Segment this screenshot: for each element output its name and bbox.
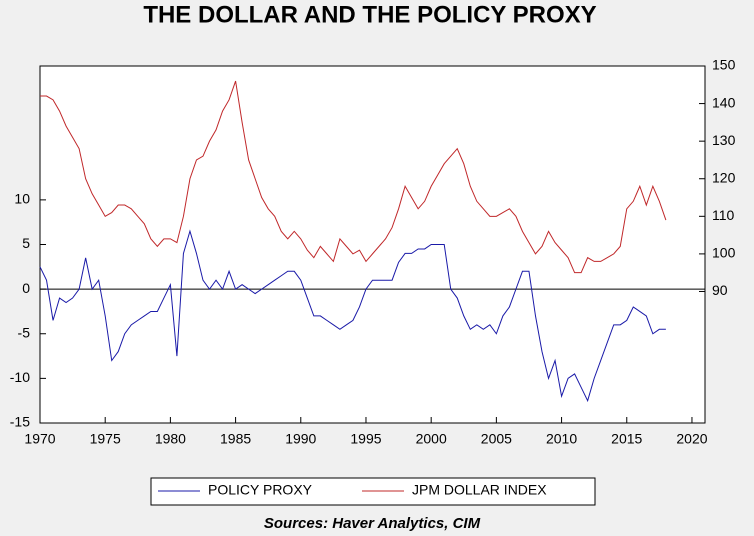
y2-tick-label: 110 (712, 207, 735, 223)
y-tick-label: -15 (10, 414, 30, 430)
y-tick-label: -5 (18, 324, 31, 340)
y-tick-label: 5 (22, 235, 30, 251)
y2-tick-label: 100 (712, 245, 736, 261)
plot-area (39, 65, 706, 424)
y2-tick-label: 130 (712, 132, 736, 148)
x-tick-label: 2015 (611, 431, 642, 447)
legend-label: JPM DOLLAR INDEX (412, 482, 547, 498)
chart-title: THE DOLLAR AND THE POLICY PROXY (143, 1, 596, 28)
y2-tick-label: 90 (712, 282, 728, 298)
y2-tick-label: 150 (712, 57, 736, 73)
legend-label: POLICY PROXY (208, 482, 313, 498)
series-line (39, 229, 666, 403)
x-tick-label: 2010 (546, 431, 577, 447)
x-tick-label: 1995 (350, 431, 381, 447)
x-tick-label: 1980 (155, 431, 186, 447)
y2-tick-label: 140 (712, 94, 736, 110)
x-tick-label: 2005 (481, 431, 512, 447)
source: Sources: Haver Analytics, CIM (264, 515, 481, 532)
y-tick-label: 0 (22, 280, 30, 296)
x-tick-label: 1990 (285, 431, 316, 447)
y-tick-label: -10 (10, 369, 30, 385)
x-tick-label: 2020 (676, 431, 707, 447)
x-tick-label: 2000 (416, 431, 447, 447)
x-tick-label: 1970 (24, 431, 55, 447)
y-tick-label: 10 (14, 191, 30, 207)
y2-tick-label: 120 (712, 169, 736, 185)
series-line (40, 80, 667, 274)
x-tick-label: 1975 (90, 431, 121, 447)
x-tick-label: 1985 (220, 431, 251, 447)
